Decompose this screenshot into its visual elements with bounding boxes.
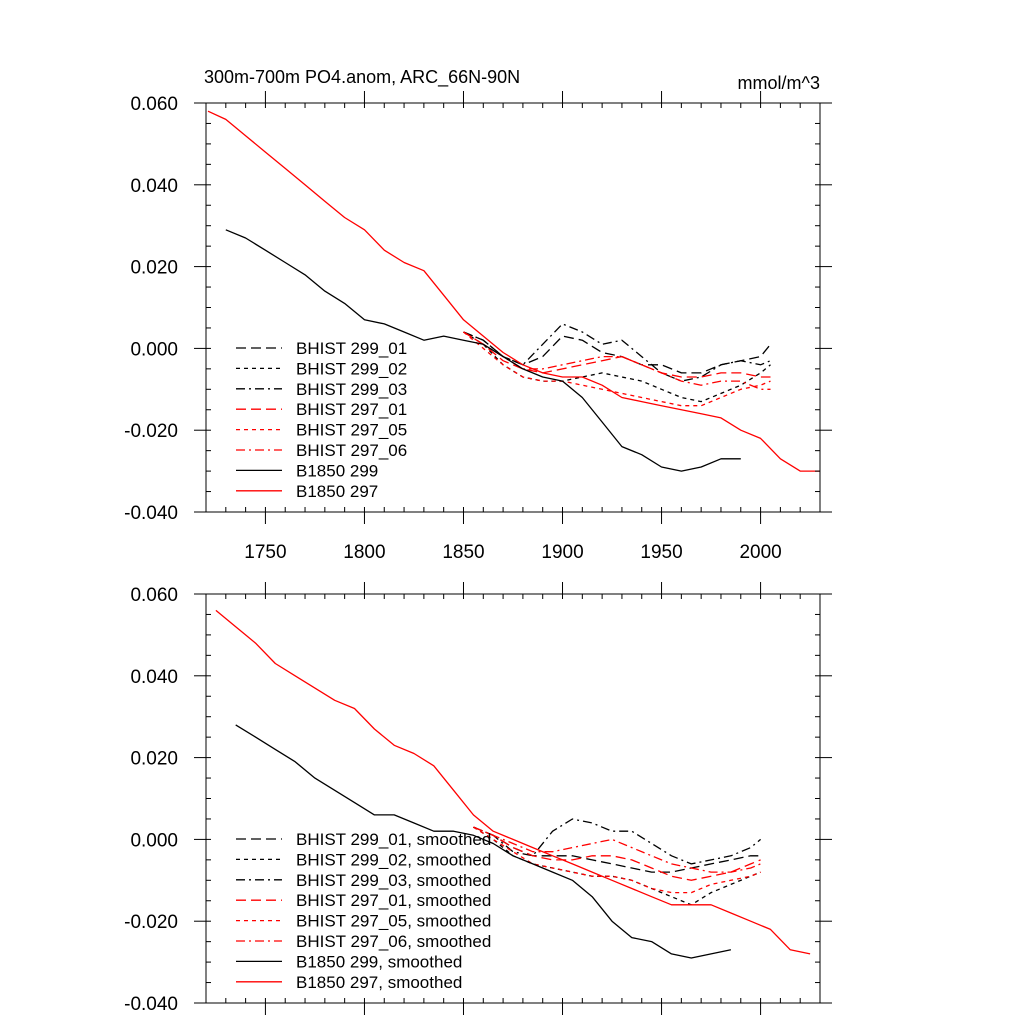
legend-label-bhist-297-01-smoothed: BHIST 297_01, smoothed — [296, 891, 491, 910]
top-chart-panel: 1750 1800 1850 1900 1950 2000 0.060 0.040 0.020 0… — [124, 67, 832, 563]
x-tick-label: 1950 — [640, 542, 682, 563]
y-tick-label: 0.060 — [130, 94, 178, 115]
x-tick-label: 1900 — [541, 542, 583, 563]
series-line-b1850-297 — [207, 110, 820, 472]
legend-label-b1850-297: B1850 297 — [296, 482, 378, 501]
x-tick-label: 1800 — [343, 542, 385, 563]
series-line-bhist-299-01-smoothed — [473, 826, 761, 873]
series-line-bhist-297-01-smoothed — [473, 826, 761, 881]
series-line-bhist-299-01 — [463, 331, 772, 374]
series-line-bhist-297-05-smoothed — [473, 826, 761, 894]
y-tick-label: 0.020 — [130, 749, 178, 770]
x-tick-label: 1850 — [442, 542, 484, 563]
legend-label-bhist-297-01: BHIST 297_01 — [296, 400, 407, 419]
y-tick-label: -0.020 — [124, 421, 178, 442]
series-group — [207, 110, 820, 472]
series-line-bhist-299-03-smoothed — [473, 818, 762, 865]
series-line-bhist-297-01 — [463, 331, 771, 378]
legend-label-bhist-299-03-smoothed: BHIST 299_03, smoothed — [296, 871, 491, 890]
series-line-bhist-299-03 — [463, 323, 771, 382]
y-tick-label: 0.060 — [130, 585, 178, 606]
series-line-bhist-299-02-smoothed — [473, 826, 761, 906]
x-tick-label: 1750 — [244, 542, 286, 563]
y-tick-label: 0.040 — [130, 667, 178, 688]
y-tick-label: -0.040 — [124, 994, 178, 1015]
chart-title: 300m-700m PO4.anom, ARC_66N-90N — [204, 67, 520, 88]
series-line-b1850-299-smoothed — [235, 724, 732, 959]
series-line-b1850-297-smoothed — [215, 609, 811, 955]
series-line-bhist-297-06-smoothed — [473, 826, 761, 873]
bottom-chart-panel: 0.060 0.040 0.020 0.000 -0.020 -0.040 BHIST 29… — [124, 582, 832, 1015]
series-group — [215, 609, 811, 959]
y-tick-label: 0.000 — [130, 830, 178, 851]
y-tick-label: 0.040 — [130, 176, 178, 197]
series-line-bhist-297-05 — [463, 331, 771, 407]
y-tick-label: 0.000 — [130, 339, 178, 360]
legend-label-bhist-299-01: BHIST 299_01 — [296, 339, 407, 358]
series-line-b1850-299 — [225, 229, 741, 472]
legend-label-bhist-299-02-smoothed: BHIST 299_02, smoothed — [296, 850, 491, 869]
legend-label-b1850-299-smoothed: B1850 299, smoothed — [296, 952, 462, 971]
y-tick-label: -0.040 — [124, 503, 178, 524]
legend-label-bhist-299-02: BHIST 299_02 — [296, 359, 407, 378]
x-tick-label: 2000 — [739, 542, 781, 563]
legend-label-bhist-297-05: BHIST 297_05 — [296, 421, 407, 440]
legend-label-b1850-297-smoothed: B1850 297, smoothed — [296, 973, 462, 992]
legend-label-bhist-297-05-smoothed: BHIST 297_05, smoothed — [296, 912, 491, 931]
series-line-bhist-299-02 — [463, 331, 771, 403]
legend-label-bhist-297-06: BHIST 297_06 — [296, 441, 407, 460]
legend-label-bhist-299-03: BHIST 299_03 — [296, 380, 407, 399]
y-tick-label: -0.020 — [124, 912, 178, 933]
units-label: mmol/m^3 — [738, 73, 820, 93]
legend-label-bhist-299-01-smoothed: BHIST 299_01, smoothed — [296, 830, 491, 849]
legend-label-b1850-299: B1850 299 — [296, 461, 378, 480]
legend-label-bhist-297-06-smoothed: BHIST 297_06, smoothed — [296, 932, 491, 951]
y-tick-label: 0.020 — [130, 258, 178, 279]
